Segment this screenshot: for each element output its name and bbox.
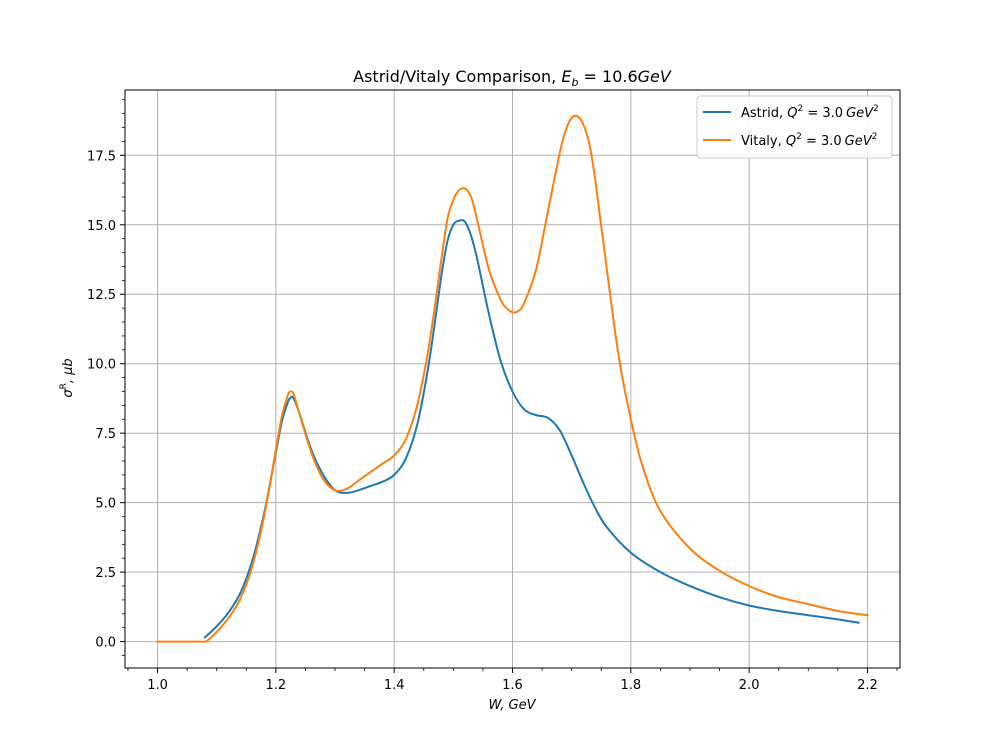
- legend-label-vitaly: Vitaly, Q2 = 3.0 GeV2: [741, 132, 877, 149]
- series-layer: [156, 114, 869, 643]
- y-tick-label: 17.5: [87, 149, 116, 164]
- series-line-vitaly: [156, 114, 869, 643]
- x-tick-labels: 1.0 1.2 1.4 1.6 1.8 2.0 2.2: [147, 678, 878, 693]
- legend: Astrid, Q2 = 3.0 GeV2 Vitaly, Q2 = 3.0 GeV…: [696, 95, 893, 159]
- x-tick-label: 1.2: [266, 678, 287, 693]
- x-tick-label: 2.2: [857, 678, 878, 693]
- legend-label-astrid: Astrid, Q2 = 3.0 GeV2: [741, 104, 879, 121]
- series-line-astrid: [203, 219, 860, 639]
- tick-marks: [120, 99, 898, 673]
- x-tick-label: 1.4: [384, 678, 405, 693]
- y-tick-label: 2.5: [95, 566, 116, 581]
- x-axis-label: W, GeV: [488, 698, 536, 713]
- y-axis-label: σR, μb: [59, 358, 76, 397]
- y-tick-label: 12.5: [87, 288, 116, 303]
- y-tick-label: 7.5: [95, 427, 116, 442]
- y-tick-label: 15.0: [87, 219, 116, 234]
- x-tick-label: 1.8: [620, 678, 641, 693]
- y-tick-label: 5.0: [95, 497, 116, 512]
- x-tick-label: 1.6: [502, 678, 523, 693]
- y-tick-label: 0.0: [95, 636, 116, 651]
- legend-box: [696, 95, 893, 159]
- y-tick-labels: 0.0 2.5 5.0 7.5 10.0 12.5 15.0 17.5: [87, 149, 116, 650]
- grid-lines: [125, 90, 900, 668]
- chart-title: Astrid/Vitaly Comparison, Eb = 10.6GeV: [353, 67, 672, 89]
- x-tick-label: 2.0: [739, 678, 760, 693]
- y-tick-label: 10.0: [87, 358, 116, 373]
- x-tick-label: 1.0: [147, 678, 168, 693]
